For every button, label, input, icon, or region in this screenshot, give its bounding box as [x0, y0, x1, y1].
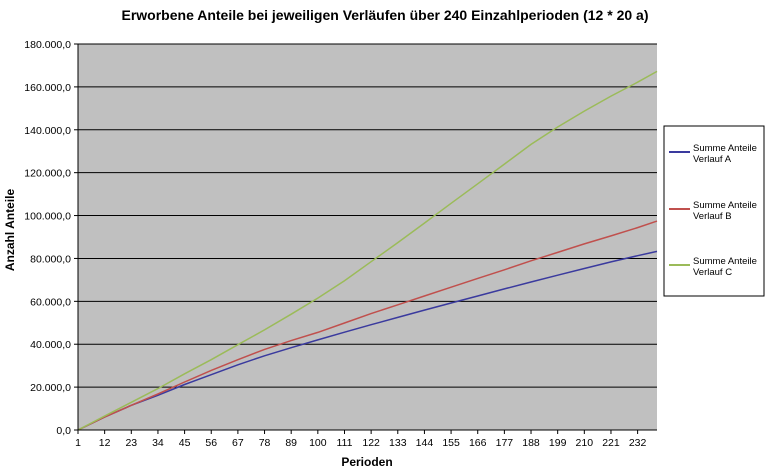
legend-box [663, 125, 765, 297]
legend-label: Verlauf B [693, 211, 732, 222]
y-tick-label: 140.000,0 [24, 125, 71, 137]
x-tick-label: 45 [179, 437, 191, 449]
y-tick-label: 20.000,0 [30, 382, 71, 394]
x-tick-label: 144 [416, 437, 434, 449]
x-tick-label: 111 [337, 437, 353, 449]
y-tick-label: 100.000,0 [24, 211, 71, 223]
gridlines [78, 43, 657, 388]
y-tick-label: 120.000,0 [24, 168, 71, 180]
x-tick-label: 78 [259, 437, 271, 449]
y-tick-label: 40.000,0 [30, 339, 71, 351]
x-tick-label: 155 [442, 437, 460, 449]
y-tick-label: 60.000,0 [30, 296, 71, 308]
x-tick-label: 23 [125, 437, 137, 449]
legend-label: Summe Anteile [693, 143, 757, 154]
y-tick-label: 160.000,0 [24, 82, 71, 94]
legend-label: Verlauf C [693, 267, 732, 278]
x-tick-label: 232 [629, 437, 647, 449]
series-lines [77, 70, 658, 431]
x-tick-label: 67 [232, 437, 244, 449]
legend-label: Summe Anteile [693, 256, 757, 267]
x-axis-ticks: 1 12 23 34 45 56 67 78 89 100 111 122 133 144 155 166 17… [75, 430, 647, 449]
series-line-c [77, 70, 658, 431]
x-tick-label: 210 [576, 437, 594, 449]
x-tick-label: 166 [469, 437, 487, 449]
x-tick-label: 1 [75, 437, 81, 449]
series-line-b [77, 220, 658, 431]
x-tick-label: 89 [285, 437, 297, 449]
x-axis-title: Perioden [341, 455, 392, 469]
x-tick-label: 122 [362, 437, 380, 449]
y-axis-title: Anzahl Anteile [3, 189, 17, 272]
x-tick-label: 56 [205, 437, 217, 449]
x-tick-label: 177 [496, 437, 514, 449]
x-tick-label: 221 [602, 437, 620, 449]
x-tick-label: 133 [389, 437, 407, 449]
x-tick-label: 34 [152, 437, 164, 449]
plot-area [78, 44, 657, 430]
series-line-a [77, 250, 658, 431]
legend-label: Verlauf A [693, 154, 732, 165]
legend-label: Summe Anteile [693, 200, 757, 211]
x-tick-label: 12 [99, 437, 111, 449]
y-tick-label: 80.000,0 [30, 253, 71, 265]
y-tick-label: 0,0 [56, 425, 71, 437]
x-tick-label: 100 [309, 437, 327, 449]
y-axis-ticks: 0,0 20.000,0 40.000,0 60.000,0 80.000,0 100.0… [24, 39, 78, 437]
x-tick-label: 199 [549, 437, 567, 449]
chart-title: Erworbene Anteile bei jeweiligen Verläuf… [122, 7, 649, 23]
x-tick-label: 188 [522, 437, 540, 449]
y-tick-label: 180.000,0 [24, 39, 71, 51]
